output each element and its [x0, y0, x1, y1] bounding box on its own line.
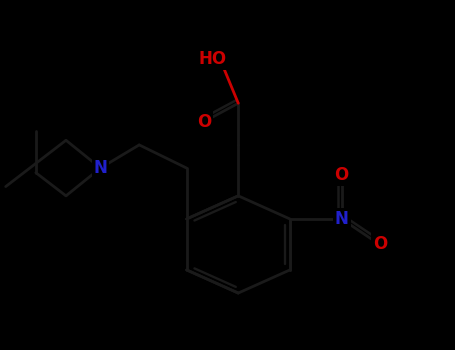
Text: N: N: [94, 159, 107, 177]
Text: O: O: [334, 166, 349, 184]
Text: N: N: [335, 210, 349, 228]
Text: O: O: [197, 113, 211, 131]
Text: O: O: [373, 236, 388, 253]
Text: HO: HO: [198, 50, 227, 68]
